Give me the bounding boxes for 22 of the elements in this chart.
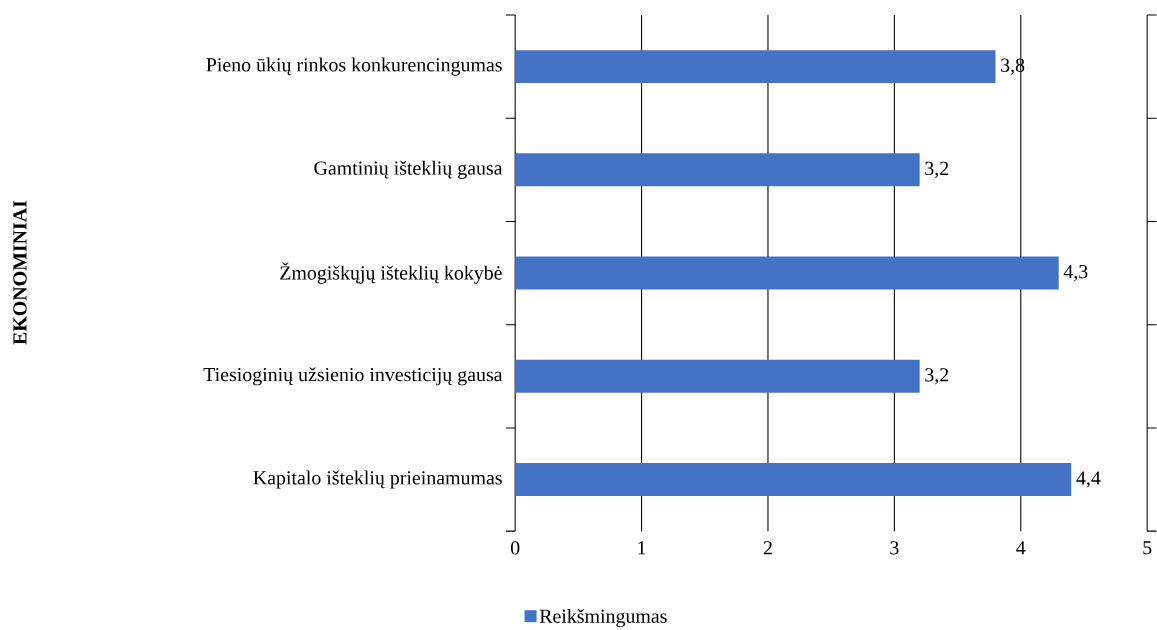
y-tick-label: Žmogiškųjų išteklių kokybė: [280, 262, 502, 284]
bar: [515, 359, 920, 393]
x-tick-label: 2: [763, 541, 772, 555]
bar: [515, 256, 1059, 290]
data-label: 3,2: [925, 368, 949, 385]
bar: [515, 463, 1072, 497]
bar: [515, 153, 920, 187]
x-tick-label: 0: [510, 541, 520, 555]
legend-label: Reikšmingumas: [539, 608, 667, 628]
x-tick-label: 5: [1143, 541, 1152, 555]
y-tick-label: Tiesioginių užsienio investicijų gausa: [203, 367, 503, 386]
y-tick-label: Pieno ūkių rinkos konkurencingumas: [206, 57, 502, 76]
bar: [515, 50, 996, 84]
y-tick-label: Kapitalo išteklių prieinamumas: [253, 470, 502, 489]
data-label: 4,4: [1076, 471, 1101, 488]
data-label: 4,3: [1063, 264, 1088, 282]
x-tick-label: 4: [1016, 541, 1026, 555]
y-tick-label: Gamtinių išteklių gausa: [314, 160, 503, 179]
text: EKONOMINIAI: [13, 200, 27, 345]
x-tick-label: 1: [638, 541, 646, 555]
x-tick-label: 3: [890, 541, 899, 555]
data-label: 3,2: [925, 161, 949, 178]
